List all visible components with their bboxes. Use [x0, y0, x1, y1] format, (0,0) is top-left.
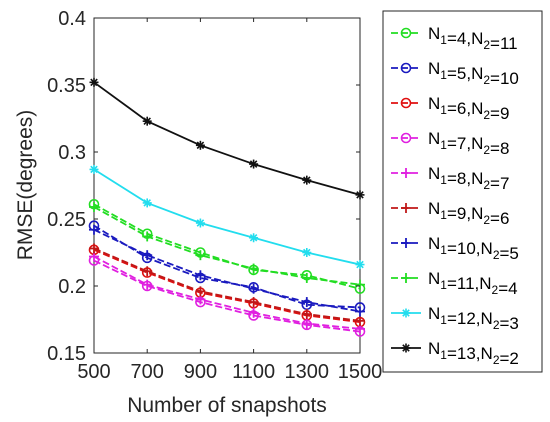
data-point [302, 175, 312, 185]
data-point [301, 318, 312, 329]
data-point [248, 297, 259, 308]
series-line [93, 81, 361, 196]
data-point [195, 140, 205, 150]
legend-label: N1=9,N2=6 [428, 199, 509, 228]
data-point [248, 283, 259, 294]
data-point [355, 279, 365, 290]
legend-marker [401, 273, 411, 283]
plot-area-frame [93, 17, 361, 354]
legend-marker [401, 238, 411, 248]
data-point [302, 248, 312, 257]
x-tick-label: 900 [184, 361, 217, 383]
x-tick-label: 500 [77, 361, 110, 383]
legend-item-5: N1=8,N2=7 [391, 164, 509, 193]
y-tick-label: 0.3 [58, 142, 86, 164]
legend-label: N1=4,N2=11 [428, 24, 518, 53]
legend-item-3: N1=6,N2=9 [391, 94, 509, 123]
legend-marker [400, 27, 412, 39]
y-tick-label: 0.35 [47, 75, 86, 97]
legend-label: N1=6,N2=9 [428, 94, 509, 123]
data-point [142, 116, 152, 126]
y-tick-label: 0.2 [58, 276, 86, 298]
data-point [142, 279, 153, 290]
legend-item-9: N1=12,N2=3 [391, 304, 519, 333]
series-7 [89, 224, 365, 317]
data-point [355, 306, 365, 317]
data-point [301, 297, 312, 308]
series-layer [88, 77, 366, 337]
data-point [195, 270, 206, 281]
data-point [195, 286, 206, 297]
y-tick-label: 0.4 [58, 8, 86, 30]
legend-item-8: N1=11,N2=4 [391, 269, 518, 298]
data-point [248, 263, 259, 274]
series-9 [89, 164, 365, 270]
series-6 [89, 243, 365, 326]
data-point [142, 250, 153, 261]
data-point [249, 159, 259, 169]
legend-item-2: N1=5,N2=10 [391, 59, 519, 88]
legend-marker [400, 97, 412, 109]
legend-marker [401, 343, 411, 353]
series-line [93, 203, 361, 290]
legend-label: N1=13,N2=2 [428, 339, 519, 368]
legend-label: N1=7,N2=8 [428, 129, 509, 158]
series-line [93, 247, 361, 322]
data-point [248, 307, 259, 318]
series-10 [89, 77, 365, 200]
legend-item-7: N1=10,N2=5 [391, 234, 519, 263]
data-point [355, 315, 365, 326]
x-tick-label: 1500 [338, 361, 383, 383]
x-axis-label: Number of snapshots [127, 394, 327, 417]
legend-marker [401, 168, 411, 178]
legend-label: N1=8,N2=7 [428, 164, 509, 193]
legend-label: N1=11,N2=4 [428, 269, 518, 298]
series-5 [89, 251, 365, 334]
series-line [93, 255, 361, 330]
y-axis-label: RMSE(degrees) [14, 110, 37, 261]
legend-marker [401, 203, 411, 213]
data-point [142, 198, 152, 208]
series-3 [88, 244, 366, 328]
y-tick-label: 0.15 [47, 343, 86, 365]
y-tick-label: 0.25 [47, 209, 86, 231]
series-line [93, 168, 361, 266]
data-point [142, 231, 153, 242]
data-point [301, 272, 312, 283]
data-point [249, 233, 259, 243]
legend-marker [401, 308, 411, 318]
data-point [89, 243, 99, 254]
legend: N1=4,N2=11 N1=5,N2=10 N1=6,N2=9 N1=7,N2=8 N1… [391, 24, 519, 368]
data-point [142, 266, 153, 277]
series-line [93, 248, 361, 324]
legend-marker [400, 132, 412, 144]
legend-item-1: N1=4,N2=11 [391, 24, 518, 53]
legend-label: N1=5,N2=10 [428, 59, 519, 88]
data-point [89, 201, 99, 212]
data-point [355, 260, 365, 270]
legend-item-10: N1=13,N2=2 [391, 339, 519, 368]
x-tick-label: 700 [131, 361, 164, 383]
data-point [355, 190, 365, 200]
x-axis-ticks: 500 700 900 1100 1300 1500 [77, 18, 382, 383]
data-point [89, 164, 99, 174]
series-line [93, 259, 361, 333]
data-point [195, 250, 206, 261]
legend-item-6: N1=9,N2=6 [391, 199, 509, 228]
legend-marker [400, 62, 412, 74]
legend-item-4: N1=7,N2=8 [391, 129, 509, 158]
legend-label: N1=10,N2=5 [428, 234, 519, 263]
data-point [195, 218, 205, 228]
legend-label: N1=12,N2=3 [428, 304, 519, 333]
y-axis-ticks: 0.15 0.2 0.25 0.3 0.35 0.4 [47, 8, 360, 365]
x-tick-label: 1300 [285, 361, 330, 383]
series-line [93, 228, 361, 313]
x-tick-label: 1100 [232, 361, 275, 383]
series-line [93, 206, 361, 286]
series-8 [89, 201, 365, 290]
data-point [301, 309, 312, 320]
data-point [89, 224, 99, 235]
